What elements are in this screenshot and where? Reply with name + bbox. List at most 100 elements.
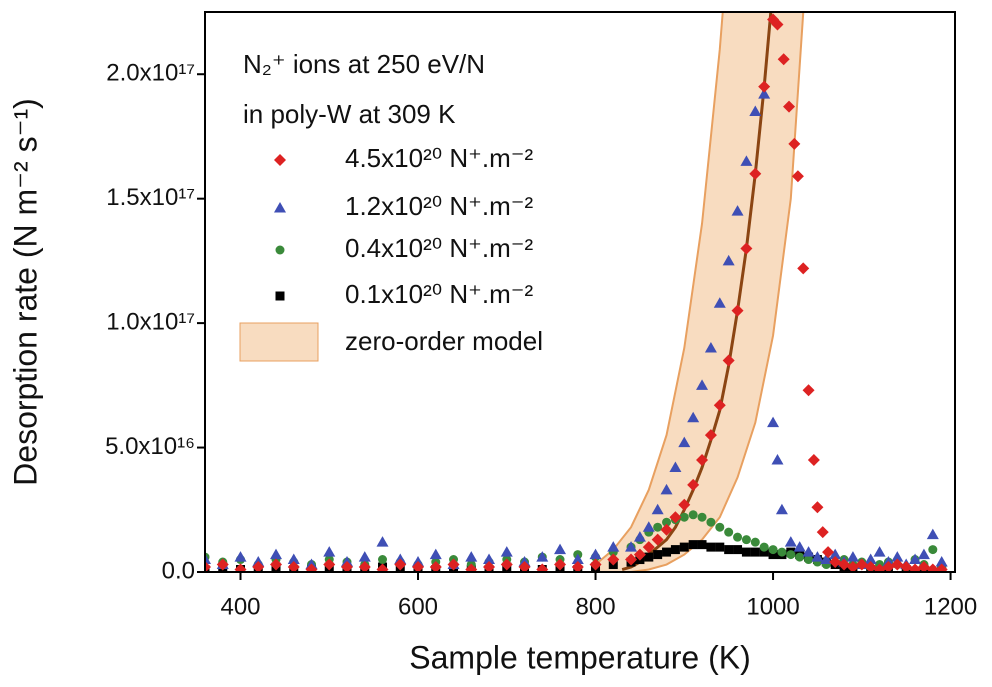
point — [536, 563, 549, 572]
point — [696, 454, 709, 466]
point — [768, 550, 778, 560]
point — [829, 548, 842, 560]
point — [660, 483, 673, 495]
point — [669, 461, 682, 472]
point — [807, 454, 820, 466]
point — [625, 541, 638, 552]
point — [633, 531, 646, 542]
point — [633, 548, 646, 561]
point — [697, 540, 707, 550]
y-tick-label: 1.0x10¹⁷ — [106, 308, 195, 335]
point — [771, 454, 784, 465]
model-band — [595, 12, 804, 572]
point — [740, 242, 753, 255]
point — [696, 379, 709, 390]
x-tick-label: 600 — [398, 593, 438, 620]
model-edge — [595, 12, 805, 572]
point — [287, 561, 300, 572]
point — [500, 546, 513, 557]
point — [864, 553, 877, 565]
point — [651, 533, 664, 546]
point — [759, 542, 769, 552]
point — [804, 555, 814, 565]
point — [838, 558, 851, 571]
point — [768, 545, 778, 555]
point — [816, 526, 829, 539]
point — [625, 553, 638, 566]
point — [935, 556, 948, 567]
model-edge — [594, 12, 724, 566]
point — [758, 88, 771, 99]
point — [724, 545, 734, 555]
legend-label: 0.4x10²⁰ N⁺.m⁻² — [345, 233, 533, 263]
x-tick-label: 400 — [220, 593, 260, 620]
point — [926, 563, 939, 572]
point — [786, 550, 796, 560]
point — [704, 429, 717, 442]
legend-item: 0.4x10²⁰ N⁺.m⁻² — [275, 233, 533, 263]
point — [917, 561, 930, 572]
point — [653, 522, 663, 532]
point — [777, 547, 787, 557]
point — [820, 553, 833, 565]
point — [651, 503, 664, 515]
point — [483, 553, 496, 565]
point — [697, 512, 707, 522]
point — [873, 546, 886, 557]
point — [926, 528, 939, 540]
annotation: N₂⁺ ions at 250 eV/N — [243, 49, 485, 79]
point — [687, 411, 700, 423]
legend-swatch — [239, 322, 319, 362]
point — [376, 563, 389, 572]
point — [394, 558, 407, 571]
legend-item: 4.5x10²⁰ N⁺.m⁻² — [274, 143, 533, 173]
point — [741, 547, 751, 557]
point — [733, 532, 743, 542]
point — [678, 436, 691, 448]
point — [660, 523, 673, 536]
point — [715, 522, 725, 532]
point — [917, 548, 930, 560]
legend-item: 0.1x10²⁰ N⁺.m⁻² — [275, 279, 533, 309]
y-axis-title: Desorption rate (N m⁻² s⁻¹) — [7, 98, 43, 486]
point — [846, 561, 859, 572]
point — [447, 558, 460, 571]
point — [749, 105, 762, 117]
x-axis-title: Sample temperature (K) — [409, 639, 750, 675]
point — [642, 521, 655, 532]
point — [777, 53, 790, 66]
point — [323, 546, 336, 557]
y-tick-label: 2.0x10¹⁷ — [106, 60, 195, 87]
point — [771, 18, 784, 31]
point — [679, 542, 689, 552]
point — [216, 558, 229, 571]
point — [733, 545, 743, 555]
point — [775, 503, 788, 515]
point — [642, 541, 655, 554]
point — [234, 563, 247, 572]
point — [741, 535, 751, 545]
point — [713, 297, 726, 308]
point — [822, 546, 835, 559]
point — [846, 551, 859, 562]
point — [234, 551, 247, 562]
point — [205, 561, 211, 572]
point — [740, 155, 753, 166]
point — [759, 547, 769, 557]
y-tick-label: 0.0 — [162, 557, 195, 584]
point — [802, 384, 815, 397]
x-tick-label: 1200 — [924, 593, 977, 620]
point — [607, 553, 620, 566]
point — [358, 551, 371, 562]
point — [909, 553, 922, 565]
point — [378, 555, 388, 565]
x-tick-label: 1000 — [746, 593, 799, 620]
legend-marker — [275, 291, 285, 301]
point — [706, 542, 716, 552]
point — [793, 541, 806, 552]
point — [670, 545, 680, 555]
point — [767, 416, 780, 428]
point — [704, 342, 717, 353]
point — [713, 399, 726, 412]
point — [758, 80, 771, 93]
